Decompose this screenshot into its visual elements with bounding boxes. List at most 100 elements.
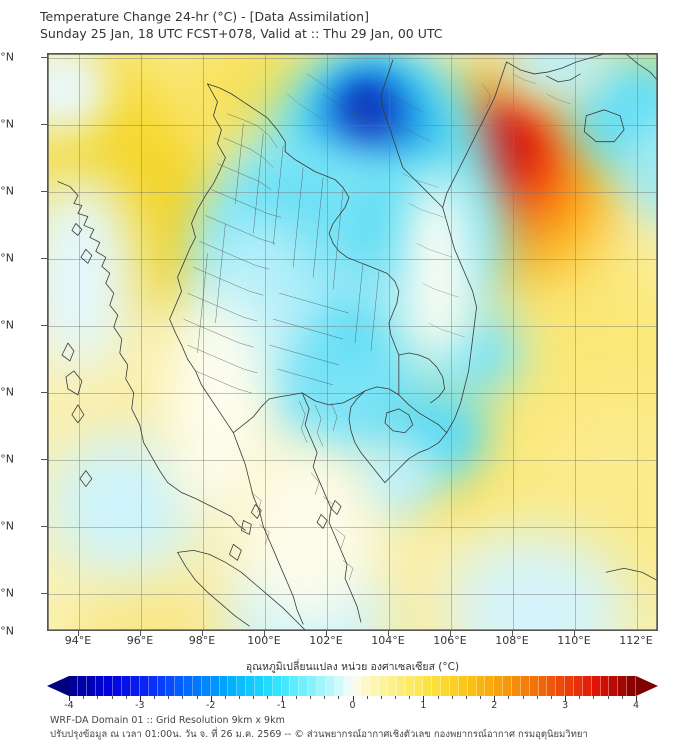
xtick-mark xyxy=(78,631,79,636)
colorbar-minor-tick xyxy=(224,696,226,699)
colorbar-minor-tick xyxy=(607,696,609,699)
colorbar-strip[interactable] xyxy=(47,676,658,696)
colorbar-gradient xyxy=(69,676,636,696)
ytick-mark xyxy=(41,325,47,326)
ytick-label: 4°N xyxy=(0,624,14,638)
xtick-label: 96°E xyxy=(126,634,154,647)
colorbar-segment xyxy=(547,676,557,696)
colorbar-segment xyxy=(432,676,442,696)
colorbar-minor-tick xyxy=(182,696,184,699)
ytick-label: 16°N xyxy=(0,251,14,265)
colorbar-minor-tick xyxy=(621,696,623,699)
colorbar-segment xyxy=(627,676,636,696)
colorbar-segment xyxy=(591,676,601,696)
colorbar-major-tick xyxy=(494,696,496,701)
colorbar-segment xyxy=(573,676,583,696)
colorbar-segment xyxy=(246,676,256,696)
gridline-lon-112 xyxy=(637,54,638,630)
colorbar-segment xyxy=(325,676,335,696)
gridline-lon-110 xyxy=(575,54,576,630)
gridline-lat-8 xyxy=(48,527,657,528)
colorbar-minor-tick xyxy=(409,696,411,699)
colorbar-minor-tick xyxy=(338,696,340,699)
colorbar-segment xyxy=(565,676,574,696)
gridline-lon-96 xyxy=(141,54,142,630)
colorbar-segment xyxy=(77,676,87,696)
colorbar-segment xyxy=(618,676,628,696)
colorbar-minor-tick xyxy=(579,696,581,699)
gridline-lat-14 xyxy=(48,326,657,327)
colorbar-tick-label: -2 xyxy=(206,700,216,711)
colorbar-minor-tick xyxy=(593,696,595,699)
ytick-label: 14°N xyxy=(0,318,14,332)
colorbar-major-tick xyxy=(281,696,283,701)
colorbar-segment xyxy=(166,676,176,696)
colorbar-major-tick xyxy=(69,696,70,701)
colorbar-tick-label: -1 xyxy=(276,700,287,711)
colorbar-segment xyxy=(139,676,149,696)
colorbar-minor-tick xyxy=(550,696,552,699)
colorbar-segment xyxy=(86,676,96,696)
colorbar-segment xyxy=(290,676,300,696)
colorbar-minor-tick xyxy=(380,696,382,699)
colorbar-segment xyxy=(370,676,380,696)
ytick-label: 10°N xyxy=(0,452,14,466)
colorbar-tick-label: 3 xyxy=(562,700,569,711)
gridline-lat-10 xyxy=(48,460,657,461)
forecast-validity-subtitle: Sunday 25 Jan, 18 UTC FCST+078, Valid at… xyxy=(40,26,443,41)
colorbar-segment xyxy=(104,676,114,696)
colorbar-segment xyxy=(343,676,353,696)
colorbar-major-tick xyxy=(352,696,354,701)
blob-cool-andaman-s xyxy=(48,434,198,574)
colorbar-low-extend-arrow xyxy=(47,676,69,696)
ytick-mark xyxy=(41,392,47,393)
gridline-lat-20 xyxy=(48,125,657,126)
temperature-anomaly-map[interactable] xyxy=(47,53,658,631)
gridline-lon-102 xyxy=(327,54,328,630)
xtick-label: 104°E xyxy=(371,634,405,647)
colorbar-segment xyxy=(237,676,247,696)
colorbar-segment xyxy=(556,676,566,696)
colorbar-minor-tick xyxy=(437,696,439,699)
colorbar-major-tick xyxy=(423,696,425,701)
gridline-lon-98 xyxy=(203,54,204,630)
gridline-lon-106 xyxy=(451,54,452,630)
colorbar-segment xyxy=(538,676,548,696)
colorbar-segment xyxy=(361,676,371,696)
colorbar-segment xyxy=(263,676,273,696)
colorbar-segment xyxy=(255,676,264,696)
xtick-label: 102°E xyxy=(309,634,343,647)
colorbar-minor-tick xyxy=(97,696,99,699)
colorbar-segment xyxy=(131,676,140,696)
colorbar-segment xyxy=(201,676,211,696)
colorbar-segment xyxy=(520,676,530,696)
colorbar-minor-tick xyxy=(295,696,297,699)
ytick-mark xyxy=(41,526,47,527)
colorbar-segment xyxy=(175,676,185,696)
colorbar-minor-tick xyxy=(239,696,241,699)
colorbar-segment xyxy=(113,676,123,696)
colorbar-segment xyxy=(219,676,229,696)
colorbar-minor-tick xyxy=(395,696,397,699)
colorbar-segment xyxy=(334,676,344,696)
colorbar-minor-tick xyxy=(111,696,113,699)
colorbar-minor-tick xyxy=(451,696,453,699)
update-credit-info: ปรับปรุงข้อมูล ณ เวลา 01:00น. วัน จ. ที่… xyxy=(50,729,588,740)
colorbar-segment xyxy=(609,676,619,696)
gridline-lat-22 xyxy=(48,58,657,59)
gridline-lat-18 xyxy=(48,192,657,193)
gridline-lon-100 xyxy=(265,54,266,630)
colorbar-minor-tick xyxy=(522,696,524,699)
gridline-lat-12 xyxy=(48,393,657,394)
colorbar-minor-tick xyxy=(154,696,156,699)
colorbar-tick-label: -4 xyxy=(64,700,74,711)
colorbar-segment xyxy=(184,676,194,696)
colorbar-label: อุณหภูมิเปลี่ยนแปลง หน่วย องศาเซลเซียส (… xyxy=(245,661,460,673)
colorbar-minor-tick xyxy=(196,696,198,699)
colorbar-segment xyxy=(272,676,282,696)
xtick-mark xyxy=(140,631,141,636)
colorbar-segment xyxy=(405,676,415,696)
blob-neutral-west-thai xyxy=(168,294,268,514)
colorbar-segment xyxy=(352,676,362,696)
colorbar-segment xyxy=(458,676,468,696)
